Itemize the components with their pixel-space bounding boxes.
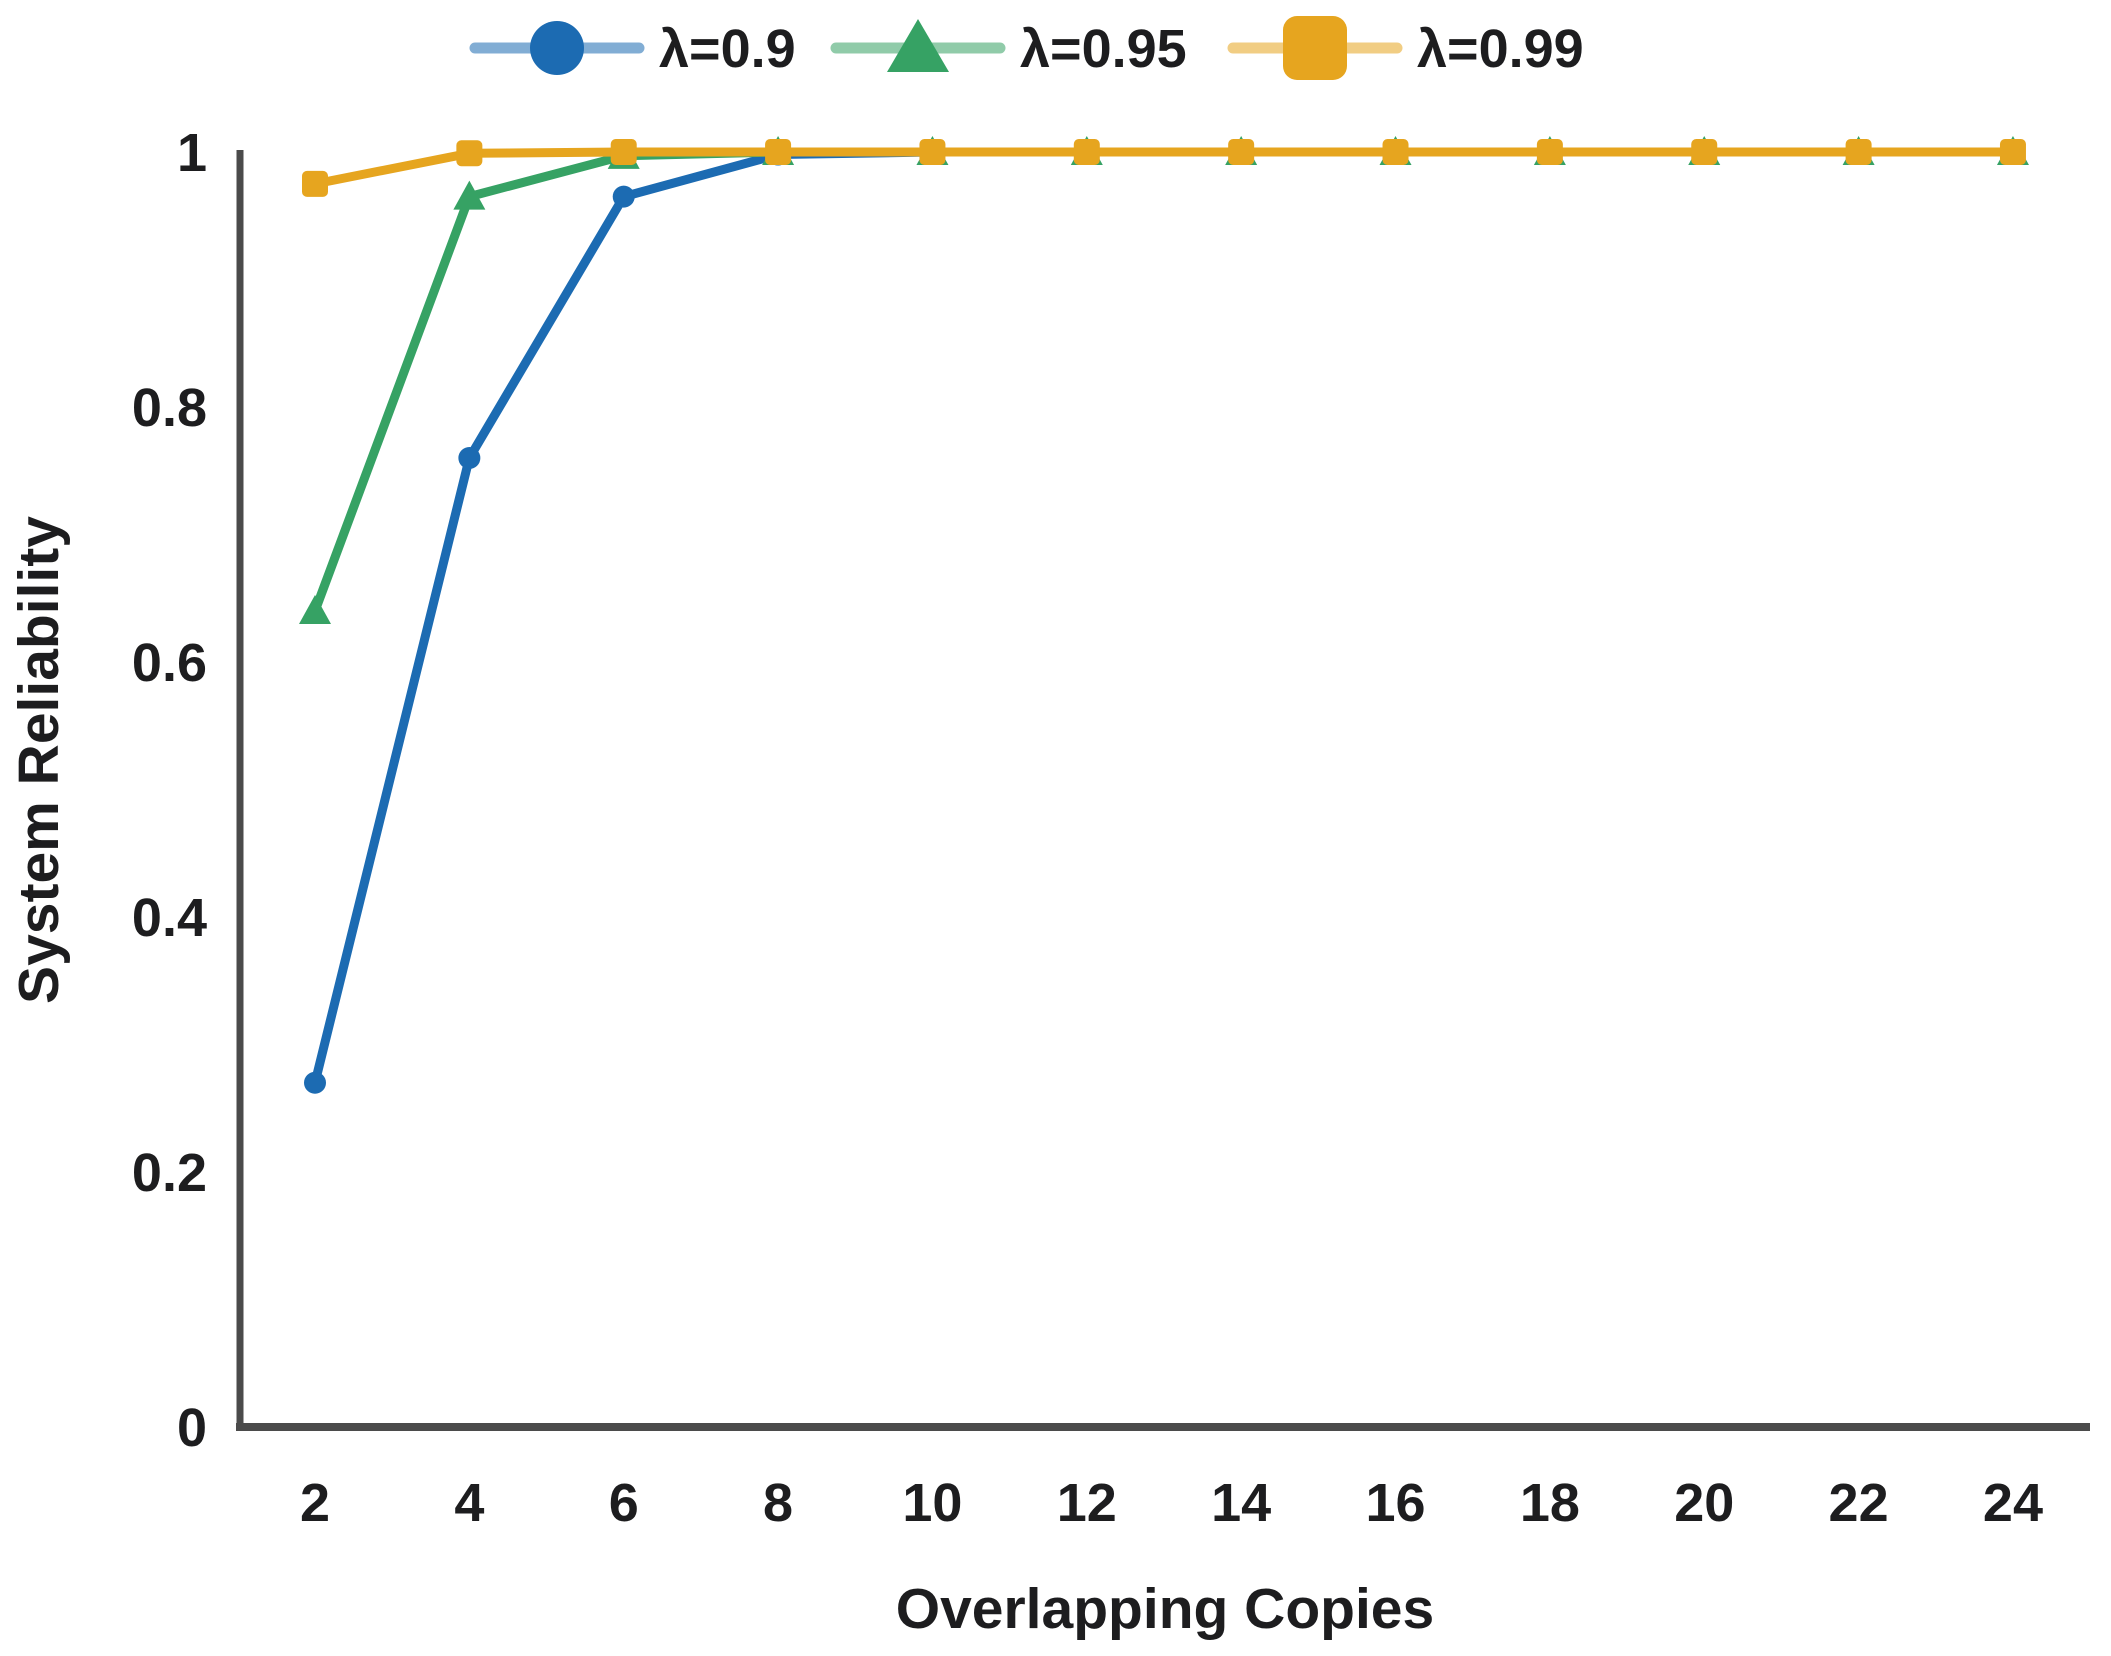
data-point	[453, 180, 486, 210]
series-2	[302, 139, 2026, 197]
x-tick-label: 22	[1829, 1473, 1889, 1533]
legend-square-icon	[1283, 16, 1347, 80]
x-tick-label: 10	[902, 1473, 962, 1533]
chart-legend: λ=0.9 λ=0.95 λ=0.99	[469, 16, 1584, 80]
y-tick-label: 0.4	[132, 888, 207, 948]
x-tick-label: 14	[1211, 1473, 1271, 1533]
y-tick-label: 0.6	[132, 633, 207, 693]
data-point	[1999, 139, 2026, 165]
legend-item: λ=0.99	[1227, 16, 1584, 80]
data-point	[1228, 139, 1255, 165]
legend-label: λ=0.95	[1020, 19, 1187, 79]
x-axis-title: Overlapping Copies	[896, 1577, 1434, 1641]
data-point	[1845, 139, 1872, 165]
data-point	[456, 140, 483, 167]
series-1	[299, 136, 2029, 624]
data-point	[1382, 139, 1409, 165]
data-point	[765, 139, 792, 165]
legend-label: λ=0.99	[1417, 19, 1584, 79]
x-tick-label: 4	[454, 1473, 484, 1533]
y-tick-label: 0	[177, 1398, 207, 1458]
y-tick-label: 0.8	[132, 378, 207, 438]
chart-series	[299, 136, 2029, 1094]
y-tick-label: 1	[177, 123, 207, 183]
x-tick-label: 18	[1520, 1473, 1580, 1533]
x-tick-label: 24	[1983, 1473, 2043, 1533]
legend-label: λ=0.9	[659, 19, 796, 79]
y-axis-title: System Reliability	[7, 516, 71, 1004]
legend-circle-icon	[530, 21, 584, 75]
data-point	[1536, 139, 1563, 165]
x-tick-label: 16	[1365, 1473, 1425, 1533]
data-point	[612, 185, 635, 208]
data-point	[458, 447, 481, 469]
x-tick-label: 8	[763, 1473, 793, 1533]
data-point	[302, 170, 328, 197]
legend-triangle-icon	[887, 19, 949, 72]
legend-item: λ=0.9	[469, 19, 796, 79]
data-point	[610, 139, 637, 165]
series-0	[304, 141, 2024, 1094]
data-point	[299, 595, 331, 624]
x-tick-label: 20	[1674, 1473, 1734, 1533]
y-tick-label: 0.2	[132, 1143, 207, 1203]
series-line	[310, 147, 2018, 189]
data-point	[1073, 139, 1100, 165]
series-line	[310, 147, 2018, 616]
x-tick-label: 12	[1057, 1473, 1117, 1533]
data-point	[304, 1071, 326, 1094]
x-tick-label: 6	[609, 1473, 639, 1533]
x-tick-label: 2	[300, 1473, 330, 1533]
legend-item: λ=0.95	[830, 19, 1187, 79]
series-line	[310, 147, 2018, 1088]
data-point	[1691, 139, 1718, 165]
data-point	[919, 139, 946, 165]
